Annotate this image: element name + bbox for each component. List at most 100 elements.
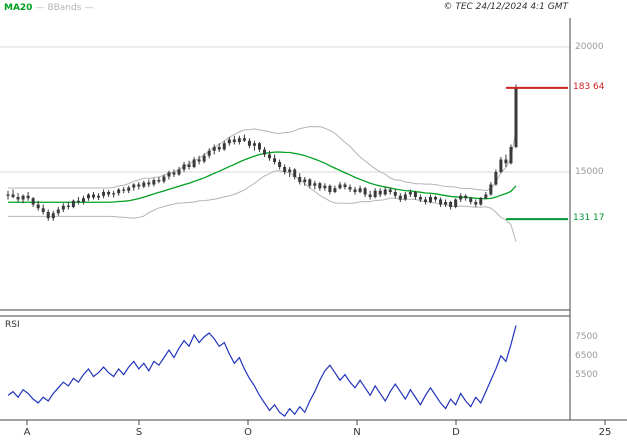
candle-body (147, 182, 151, 185)
candle-body (298, 177, 302, 182)
candle-body (428, 197, 432, 202)
candle-body (323, 185, 327, 189)
candle-body (469, 198, 473, 202)
candle-body (418, 197, 422, 200)
candle-body (31, 198, 35, 205)
candle-body (247, 140, 251, 146)
candle-body (36, 204, 40, 209)
bollinger-upper-line (8, 126, 517, 192)
candle-body (434, 197, 438, 200)
candle-body (268, 154, 272, 159)
candle-body (328, 185, 332, 192)
candle-body (217, 147, 221, 150)
candle-body (388, 189, 392, 192)
candle-body (403, 194, 407, 200)
candle-body (368, 194, 372, 197)
candle-body (187, 164, 191, 167)
candle-body (283, 167, 287, 172)
legend-ma20-label: MA20 (4, 3, 33, 13)
candles-layer (6, 84, 518, 221)
candle-body (474, 202, 478, 205)
candle-body (318, 183, 322, 189)
candle-body (303, 179, 307, 182)
candle-body (212, 147, 216, 151)
candle-body (252, 143, 256, 146)
candle-body (313, 183, 317, 186)
candle-body (504, 159, 508, 164)
candle-body (81, 198, 85, 202)
candle-body (237, 138, 241, 142)
candle-body (112, 193, 116, 195)
candle-body (207, 150, 211, 156)
candle-body (122, 189, 126, 191)
candle-body (353, 189, 357, 192)
candle-body (459, 195, 463, 200)
candle-body (423, 199, 427, 202)
candle-body (26, 195, 30, 199)
candle-body (257, 143, 261, 150)
candle-body (378, 190, 382, 195)
candle-body (343, 184, 347, 187)
candle-body (348, 187, 352, 190)
candle-body (288, 169, 292, 172)
candle-body (489, 184, 493, 195)
candle-body (107, 192, 111, 195)
candle-body (293, 169, 297, 177)
candle-body (308, 179, 312, 186)
candle-body (383, 189, 387, 195)
candle-body (142, 182, 146, 187)
candle-body (278, 162, 282, 167)
candle-body (197, 159, 201, 162)
candle-body (61, 205, 65, 210)
candle-body (66, 205, 70, 207)
candle-body (494, 172, 498, 185)
candle-body (51, 213, 55, 219)
candle-body (86, 194, 90, 199)
candle-body (484, 194, 488, 199)
candle-body (273, 158, 277, 162)
candle-body (454, 199, 458, 207)
candle-body (514, 87, 518, 147)
candle-body (41, 208, 45, 212)
candle-body (509, 147, 513, 164)
candle-body (11, 194, 15, 197)
candle-body (132, 184, 136, 188)
legend-separator-icon: — (35, 3, 45, 13)
bollinger-lower-line (8, 169, 517, 242)
candle-body (333, 188, 337, 192)
candle-body (499, 159, 503, 172)
candle-body (71, 200, 75, 207)
candle-body (373, 190, 377, 197)
candle-body (177, 169, 181, 175)
candle-body (21, 195, 25, 200)
candle-body (464, 195, 468, 199)
legend-separator-icon-2: — (84, 3, 94, 13)
candle-body (157, 180, 161, 182)
candle-body (192, 159, 196, 167)
candle-body (16, 197, 20, 200)
candle-body (232, 139, 236, 142)
candle-body (393, 192, 397, 196)
candle-body (338, 184, 342, 189)
rsi-line (7, 325, 517, 417)
candle-body (97, 195, 101, 198)
candle-body (167, 172, 171, 177)
candle-body (413, 192, 417, 197)
legend-bbands-label: BBands (47, 3, 82, 13)
candle-body (398, 195, 402, 200)
candle-body (202, 155, 206, 162)
candle-body (6, 194, 10, 196)
candle-body (363, 188, 367, 195)
candle-body (117, 189, 121, 194)
candle-body (358, 188, 362, 192)
candle-body (46, 212, 50, 219)
candle-body (449, 202, 453, 207)
candle-body (479, 198, 483, 205)
legend: MA20— BBands — (4, 3, 96, 13)
candle-body (162, 176, 166, 182)
candle-body (439, 199, 443, 205)
candle-body (242, 138, 246, 141)
candle-body (127, 187, 131, 191)
